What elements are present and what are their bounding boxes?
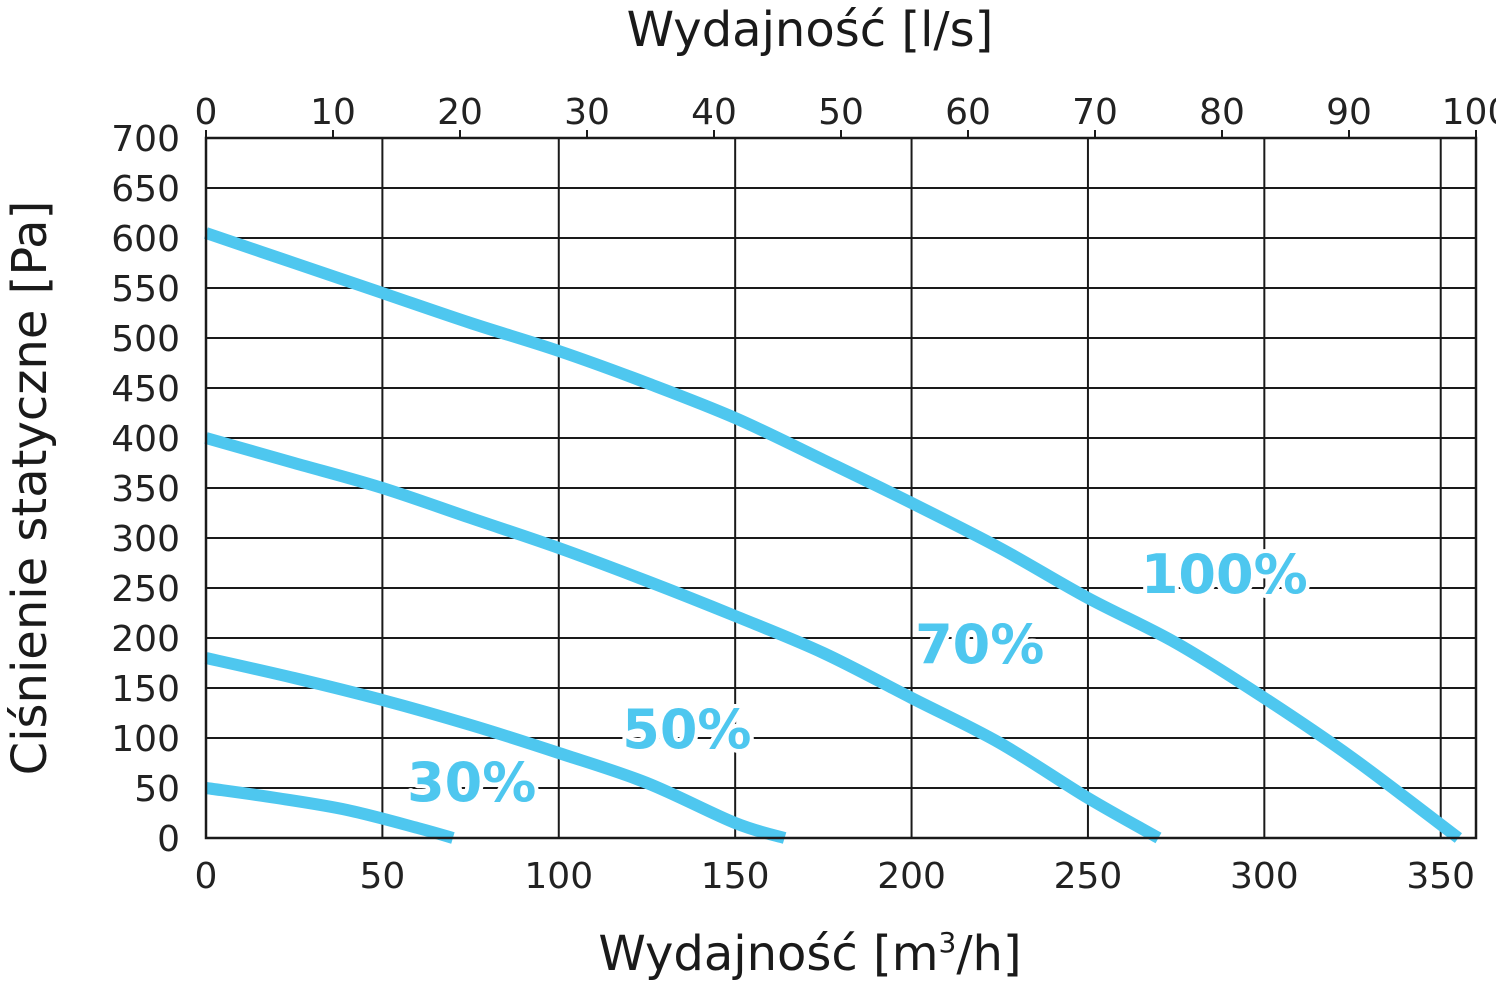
x-tick-label: 200 [877,856,946,897]
series-line-50pct [204,652,787,844]
y-tick-label: 400 [111,419,180,460]
x-tick-label: 100 [524,856,593,897]
y-tick-label: 300 [111,519,180,560]
x-tick-label: 250 [1054,856,1123,897]
x-axis-bottom-title: Wydajność [m3/h] [598,926,1021,982]
y-tick-label: 250 [111,569,180,610]
series-label-halo: 30% [407,751,536,814]
series-label: 50% [622,698,751,761]
series-label-halo: 100% [1141,543,1308,606]
series-label-halo: 70% [915,613,1044,676]
y-tick-label: 600 [111,219,180,260]
x2-tick-label: 10 [310,92,356,133]
y-tick-label: 650 [111,169,180,210]
grid [205,130,1477,838]
series-label: 70% [915,613,1044,676]
y-tick-label: 450 [111,369,180,410]
series-label: 100% [1141,543,1308,606]
x-tick-label: 50 [359,856,405,897]
y-tick-label: 0 [157,819,180,860]
y-tick-label: 350 [111,469,180,510]
x2-tick-label: 40 [691,92,737,133]
x-tick-label: 0 [195,856,218,897]
curves [204,227,1463,844]
y-tick-label: 50 [134,769,180,810]
x2-tick-label: 0 [195,92,218,133]
y-tick-label: 550 [111,269,180,310]
plot-frame [204,136,1478,840]
x2-tick-label: 20 [437,92,483,133]
x-axis-bottom-title-end: /h] [956,926,1021,982]
x2-tick-label: 90 [1326,92,1372,133]
x-tick-label: 300 [1230,856,1299,897]
x-tick-label: 150 [701,856,770,897]
x-tick-label: 350 [1406,856,1475,897]
x2-tick-label: 100 [1442,92,1496,133]
y-tick-label: 150 [111,669,180,710]
y-tick-label: 200 [111,619,180,660]
x2-tick-label: 50 [818,92,864,133]
x-axis-bottom-title-sup: 3 [939,926,957,959]
x-axis-top-title: Wydajność [l/s] [627,2,994,58]
series-label: 30% [407,751,536,814]
x2-tick-label: 80 [1199,92,1245,133]
y-tick-label: 700 [111,119,180,160]
y-axis-title: Ciśnienie statyczne [Pa] [2,201,58,776]
tick-labels: 0501001502002503003504004505005506006507… [111,92,1496,897]
y-tick-label: 100 [111,719,180,760]
series-line-100pct [204,227,1463,843]
x2-tick-label: 70 [1072,92,1118,133]
x-axis-bottom-title-main: Wydajność [m [598,926,938,982]
curve-labels: 100%100%70%70%50%50%30%30% [403,539,1312,818]
series-line-30pct [205,782,455,844]
x2-tick-label: 60 [945,92,991,133]
y-tick-label: 500 [111,319,180,360]
x2-tick-label: 30 [564,92,610,133]
series-label-halo: 50% [622,698,751,761]
series-line-70pct [204,432,1162,844]
